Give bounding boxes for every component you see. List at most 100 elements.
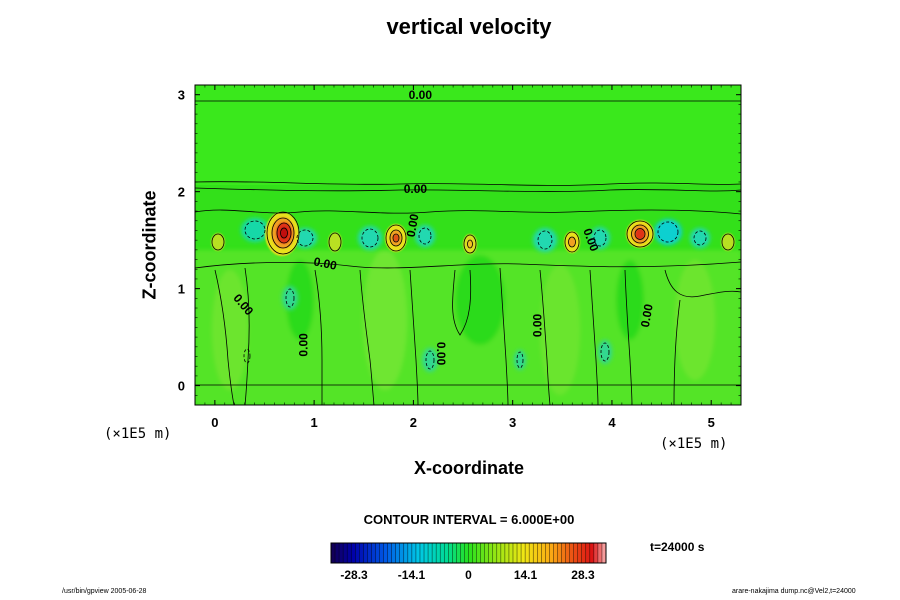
colorbar-cell (517, 543, 522, 563)
colorbar-cell (537, 543, 542, 563)
x-tick-label: 2 (410, 415, 417, 430)
colorbar-cell (529, 543, 534, 563)
colorbar-cell (601, 543, 607, 563)
x-tick-label: 4 (608, 415, 616, 430)
y-tick-label: 1 (178, 282, 185, 297)
contour-label: 0.00 (638, 303, 656, 329)
time-label: t=24000 s (650, 540, 705, 554)
colorbar-cell (464, 543, 469, 563)
contour-label: 0.00 (312, 254, 338, 273)
colorbar-cell (379, 543, 384, 563)
x-axis-label: X-coordinate (413, 458, 524, 478)
x-tick-label: 5 (708, 415, 715, 430)
footer-command: /usr/bin/gpview 2005-06-28 (62, 588, 147, 595)
colorbar-cell (367, 543, 372, 563)
colorbar-cell (541, 543, 546, 563)
colorbar-cell (577, 543, 583, 563)
y-axis: 0 1 2 3 (178, 88, 741, 396)
colorbar-cell (557, 543, 562, 563)
colorbar-cell (371, 543, 376, 563)
colorbar-cell (512, 543, 518, 563)
colorbar-cell (593, 543, 599, 563)
colorbar-cell (428, 543, 433, 563)
contour-label: 0.00 (404, 212, 422, 238)
contour-label: 0.00 (531, 313, 545, 337)
y-tick-label: 3 (178, 88, 185, 103)
negative-contours (243, 220, 707, 370)
colorbar-ticks: -28.3 -14.1 0 14.1 28.3 (340, 568, 595, 582)
chart-title: vertical velocity (386, 14, 552, 39)
colorbar-cell (468, 543, 473, 563)
footer-source: arare-nakajima dump.nc@Vel2,t=24000 (732, 588, 856, 595)
colorbar-cell (565, 543, 570, 563)
colorbar-cell (508, 543, 514, 563)
colorbar-cell (496, 543, 502, 563)
colorbar-cell (581, 543, 587, 563)
y-tick-label: 2 (178, 185, 185, 200)
colorbar-cell (452, 543, 457, 563)
y-axis-unit: (×1E5 m) (104, 426, 172, 442)
colorbar-cell (480, 543, 485, 563)
colorbar-cell (359, 543, 364, 563)
colorbar-cell (415, 543, 421, 563)
colorbar-cell (444, 543, 449, 563)
contour-lines (195, 100, 741, 405)
colorbar-cell (399, 543, 405, 563)
colorbar-tick-label: 14.1 (514, 568, 538, 582)
colorbar-cell (387, 543, 392, 563)
colorbar-cell (472, 543, 477, 563)
colorbar-cell (460, 543, 465, 563)
colorbar-cell (419, 543, 425, 563)
contour-label: 0.00 (296, 333, 310, 357)
colorbar-cell (504, 543, 510, 563)
colorbar-cell (395, 543, 401, 563)
colorbar-cell (383, 543, 388, 563)
colorbar-cell (391, 543, 397, 563)
colorbar-cell (561, 543, 566, 563)
colorbar-cell (436, 543, 441, 563)
colorbar-cell (545, 543, 550, 563)
colorbar-tick-label: -28.3 (340, 568, 368, 582)
colorbar-cell (500, 543, 506, 563)
colorbar-cell (521, 543, 526, 563)
colorbar-cell (456, 543, 461, 563)
contour-label: 0.00 (409, 88, 433, 102)
plot-field: 0.000.000.000.000.000.000.00 0.000.00 0.00 (195, 85, 741, 405)
plot-frame (194, 84, 742, 406)
y-tick-label: 0 (178, 379, 185, 394)
colorbar-cell (589, 543, 595, 563)
x-axis-unit: (×1E5 m) (660, 436, 728, 452)
colorbar-cell (585, 543, 591, 563)
colorbar-cell (440, 543, 445, 563)
colorbar-cell (351, 543, 356, 563)
colorbar-cell (347, 543, 352, 563)
colorbar-cell (488, 543, 494, 563)
x-tick-label: 1 (311, 415, 318, 430)
colorbar-cell (331, 543, 336, 563)
contour-label: 0.00 (404, 182, 428, 196)
colorbar-tick-label: 28.3 (571, 568, 595, 582)
colorbar-cell (363, 543, 368, 563)
colorbar-cell (432, 543, 437, 563)
colorbar-cell (569, 543, 574, 563)
contour-label: 0.00 (434, 342, 448, 366)
colorbar-cell (484, 543, 490, 563)
colorbar-cell (533, 543, 538, 563)
colorbar-cell (492, 543, 498, 563)
colorbar-cell (343, 543, 348, 563)
colorbar-cell (355, 543, 360, 563)
colorbar-cell (411, 543, 417, 563)
colorbar-cell (553, 543, 558, 563)
colorbar-frame (330, 542, 607, 564)
colorbar-tick-label: -14.1 (398, 568, 426, 582)
x-tick-label: 0 (211, 415, 218, 430)
colorbar-cell (424, 543, 429, 563)
colorbar-cell (448, 543, 453, 563)
colorbar-cell (476, 543, 481, 563)
colorbar-cell (339, 543, 344, 563)
colorbar (330, 542, 607, 564)
colorbar-tick-label: 0 (465, 568, 472, 582)
colorbar-cell (403, 543, 409, 563)
x-axis: 0 1 2 3 4 5 (204, 85, 732, 430)
